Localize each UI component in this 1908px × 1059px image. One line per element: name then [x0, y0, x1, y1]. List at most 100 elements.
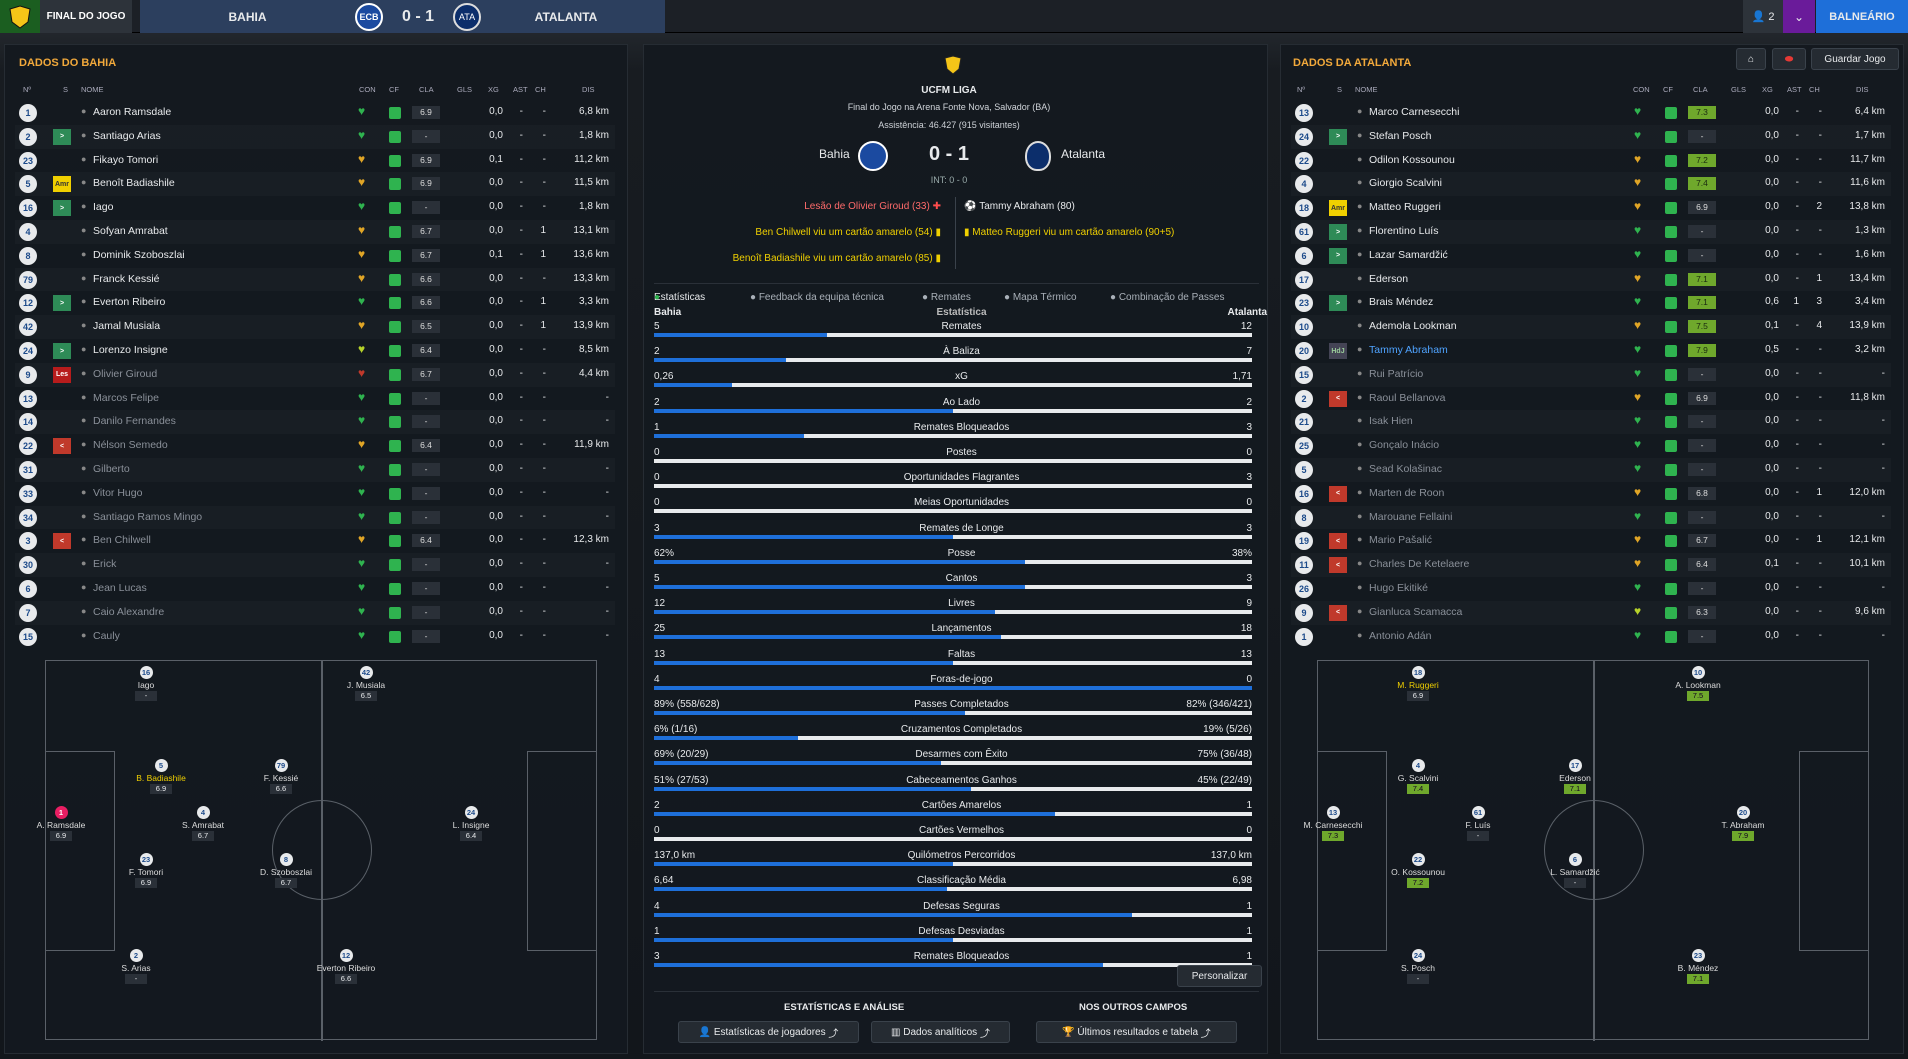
table-row[interactable]: 17 ● Ederson ♥ 7.1 0,0 - 1 13,4 km	[1291, 268, 1891, 292]
pitch-player[interactable]: 5 B. Badiashile 6.9	[126, 759, 196, 794]
chevron-down-icon[interactable]: ⌄	[1783, 0, 1815, 33]
col-cla[interactable]: CLA	[419, 85, 434, 94]
table-row[interactable]: 2 > ● Santiago Arias ♥ - 0,0 - - 1,8 km	[15, 125, 615, 149]
player-name[interactable]: Cauly	[93, 629, 120, 642]
player-name[interactable]: Santiago Arias	[93, 129, 161, 142]
player-name[interactable]: Danilo Fernandes	[93, 415, 176, 428]
player-name[interactable]: Isak Hien	[1369, 415, 1413, 428]
player-name[interactable]: Lazar Samardžić	[1369, 248, 1448, 261]
player-name[interactable]: Dominik Szoboszlai	[93, 248, 185, 261]
player-name[interactable]: Franck Kessié	[93, 272, 160, 285]
table-row[interactable]: 42 ● Jamal Musiala ♥ 6.5 0,0 - 1 13,9 km	[15, 315, 615, 339]
col-gls[interactable]: GLS	[1731, 85, 1747, 94]
pitch-player[interactable]: 10 A. Lookman 7.5	[1663, 666, 1733, 701]
table-row[interactable]: 79 ● Franck Kessié ♥ 6.6 0,0 - - 13,3 km	[15, 268, 615, 292]
pitch-player[interactable]: 61 F. Luís -	[1443, 806, 1513, 841]
table-row[interactable]: 1 ● Aaron Ramsdale ♥ 6.9 0,0 - - 6,8 km	[15, 101, 615, 125]
pitch-player[interactable]: 16 Iago -	[111, 666, 181, 701]
table-row[interactable]: 9 Les ● Olivier Giroud ♥ 6.7 0,0 - - 4,4 km	[15, 363, 615, 387]
table-row[interactable]: 5 Amr ● Benoît Badiashile ♥ 6.9 0,0 - - 11,5 km	[15, 172, 615, 196]
table-row[interactable]: 20 HdJ ● Tammy Abraham ♥ 7.9 0,5 - - 3,2 km	[1291, 339, 1891, 363]
table-row[interactable]: 24 > ● Stefan Posch ♥ - 0,0 - - 1,7 km	[1291, 125, 1891, 149]
player-name[interactable]: Florentino Luís	[1369, 225, 1439, 237]
table-row[interactable]: 9 < ● Gianluca Scamacca ♥ 6.3 0,0 - - 9,6 km	[1291, 601, 1891, 625]
player-name[interactable]: Marten de Roon	[1369, 486, 1445, 499]
table-row[interactable]: 5 ● Sead Kolašinac ♥ - 0,0 - - -	[1291, 458, 1891, 482]
player-name[interactable]: Gilberto	[93, 463, 130, 475]
player-name[interactable]: Mario Pašalić	[1369, 534, 1433, 547]
table-row[interactable]: 11 < ● Charles De Ketelaere ♥ 6.4 0,1 - - 10,1 km	[1291, 553, 1891, 577]
col-cf[interactable]: CF	[389, 85, 399, 94]
player-name[interactable]: Sofyan Amrabat	[93, 225, 168, 237]
player-name[interactable]: Ademola Lookman	[1369, 320, 1457, 333]
table-row[interactable]: 14 ● Danilo Fernandes ♥ - 0,0 - - -	[15, 410, 615, 434]
balneario-button[interactable]: BALNEÁRIO	[1816, 0, 1908, 33]
table-row[interactable]: 24 > ● Lorenzo Insigne ♥ 6.4 0,0 - - 8,5 km	[15, 339, 615, 363]
player-name[interactable]: Rui Patrício	[1369, 367, 1424, 380]
table-row[interactable]: 6 > ● Lazar Samardžić ♥ - 0,0 - - 1,6 km	[1291, 244, 1891, 268]
tab-mapa-termico[interactable]: ● Mapa Térmico	[1004, 292, 1077, 303]
player-name[interactable]: Santiago Ramos Mingo	[93, 510, 203, 523]
table-row[interactable]: 2 < ● Raoul Bellanova ♥ 6.9 0,0 - - 11,8 km	[1291, 387, 1891, 411]
player-name[interactable]: Raoul Bellanova	[1369, 391, 1446, 404]
table-row[interactable]: 31 ● Gilberto ♥ - 0,0 - - -	[15, 458, 615, 482]
player-name[interactable]: Iago	[93, 201, 114, 214]
table-row[interactable]: 13 ● Marco Carnesecchi ♥ 7.3 0,0 - - 6,4 km	[1291, 101, 1891, 125]
col-con[interactable]: CON	[359, 85, 376, 94]
table-row[interactable]: 21 ● Isak Hien ♥ - 0,0 - - -	[1291, 410, 1891, 434]
tab-remates[interactable]: ● Remates	[922, 292, 971, 303]
pitch-player[interactable]: 18 M. Ruggeri 6.9	[1383, 666, 1453, 701]
pitch-player[interactable]: 79 F. Kessié 6.6	[246, 759, 316, 794]
player-name[interactable]: Everton Ribeiro	[93, 296, 166, 309]
player-name[interactable]: Benoît Badiashile	[93, 177, 175, 190]
table-row[interactable]: 33 ● Vitor Hugo ♥ - 0,0 - - -	[15, 482, 615, 506]
results-table-button[interactable]: 🏆 Últimos resultados e tabela ⤴	[1036, 1021, 1237, 1043]
pitch-player[interactable]: 4 S. Amrabat 6.7	[168, 806, 238, 841]
club-logo[interactable]	[0, 0, 40, 33]
player-name[interactable]: Gonçalo Inácio	[1369, 439, 1440, 452]
table-row[interactable]: 4 ● Giorgio Scalvini ♥ 7.4 0,0 - - 11,6 km	[1291, 172, 1891, 196]
pitch-player[interactable]: 1 A. Ramsdale 6.9	[26, 806, 96, 841]
pitch-player[interactable]: 2 S. Arias -	[101, 949, 171, 984]
table-row[interactable]: 12 > ● Everton Ribeiro ♥ 6.6 0,0 - 1 3,3 km	[15, 291, 615, 315]
table-row[interactable]: 25 ● Gonçalo Inácio ♥ - 0,0 - - -	[1291, 434, 1891, 458]
table-row[interactable]: 13 ● Marcos Felipe ♥ - 0,0 - - -	[15, 387, 615, 411]
col-cf[interactable]: CF	[1663, 85, 1673, 94]
table-row[interactable]: 23 > ● Brais Méndez ♥ 7.1 0,6 1 3 3,4 km	[1291, 291, 1891, 315]
table-row[interactable]: 7 ● Caio Alexandre ♥ - 0,0 - - -	[15, 601, 615, 625]
player-name[interactable]: Jamal Musiala	[93, 320, 161, 333]
col-cla[interactable]: CLA	[1693, 85, 1708, 94]
player-name[interactable]: Caio Alexandre	[93, 605, 165, 618]
player-name[interactable]: Charles De Ketelaere	[1369, 558, 1470, 571]
player-name[interactable]: Lorenzo Insigne	[93, 344, 168, 356]
pitch-player[interactable]: 13 M. Carnesecchi 7.3	[1298, 806, 1368, 841]
table-row[interactable]: 3 < ● Ben Chilwell ♥ 6.4 0,0 - - 12,3 km	[15, 529, 615, 553]
table-row[interactable]: 30 ● Erick ♥ - 0,0 - - -	[15, 553, 615, 577]
table-row[interactable]: 15 ● Cauly ♥ - 0,0 - - -	[15, 625, 615, 649]
table-row[interactable]: 23 ● Fikayo Tomori ♥ 6.9 0,1 - - 11,2 km	[15, 149, 615, 173]
pitch-player[interactable]: 4 G. Scalvini 7.4	[1383, 759, 1453, 794]
player-name[interactable]: Antonio Adán	[1369, 629, 1432, 642]
player-name[interactable]: Marco Carnesecchi	[1369, 106, 1460, 118]
col-xg[interactable]: XG	[488, 85, 499, 94]
player-name[interactable]: Erick	[93, 558, 117, 571]
col-nome[interactable]: NOME	[81, 85, 104, 94]
table-row[interactable]: 16 > ● Iago ♥ - 0,0 - - 1,8 km	[15, 196, 615, 220]
table-row[interactable]: 26 ● Hugo Ekitiké ♥ - 0,0 - - -	[1291, 577, 1891, 601]
col-con[interactable]: CON	[1633, 85, 1650, 94]
player-name[interactable]: Tammy Abraham	[1369, 344, 1448, 356]
player-name[interactable]: Sead Kolašinac	[1369, 463, 1442, 475]
col-ch[interactable]: CH	[1809, 85, 1820, 94]
table-row[interactable]: 4 ● Sofyan Amrabat ♥ 6.7 0,0 - 1 13,1 km	[15, 220, 615, 244]
table-row[interactable]: 8 ● Marouane Fellaini ♥ - 0,0 - - -	[1291, 506, 1891, 530]
col-ast[interactable]: AST	[513, 85, 528, 94]
col-nome[interactable]: NOME	[1355, 85, 1378, 94]
col-ast[interactable]: AST	[1787, 85, 1802, 94]
table-row[interactable]: 61 > ● Florentino Luís ♥ - 0,0 - - 1,3 km	[1291, 220, 1891, 244]
player-name[interactable]: Gianluca Scamacca	[1369, 605, 1463, 618]
pitch-player[interactable]: 23 B. Méndez 7.1	[1663, 949, 1733, 984]
table-row[interactable]: 1 ● Antonio Adán ♥ - 0,0 - - -	[1291, 625, 1891, 649]
table-row[interactable]: 18 Amr ● Matteo Ruggeri ♥ 6.9 0,0 - 2 13,8 km	[1291, 196, 1891, 220]
tab-estatisticas[interactable]: ● Estatísticas	[654, 292, 706, 303]
pitch-player[interactable]: 24 L. Insigne 6.4	[436, 806, 506, 841]
